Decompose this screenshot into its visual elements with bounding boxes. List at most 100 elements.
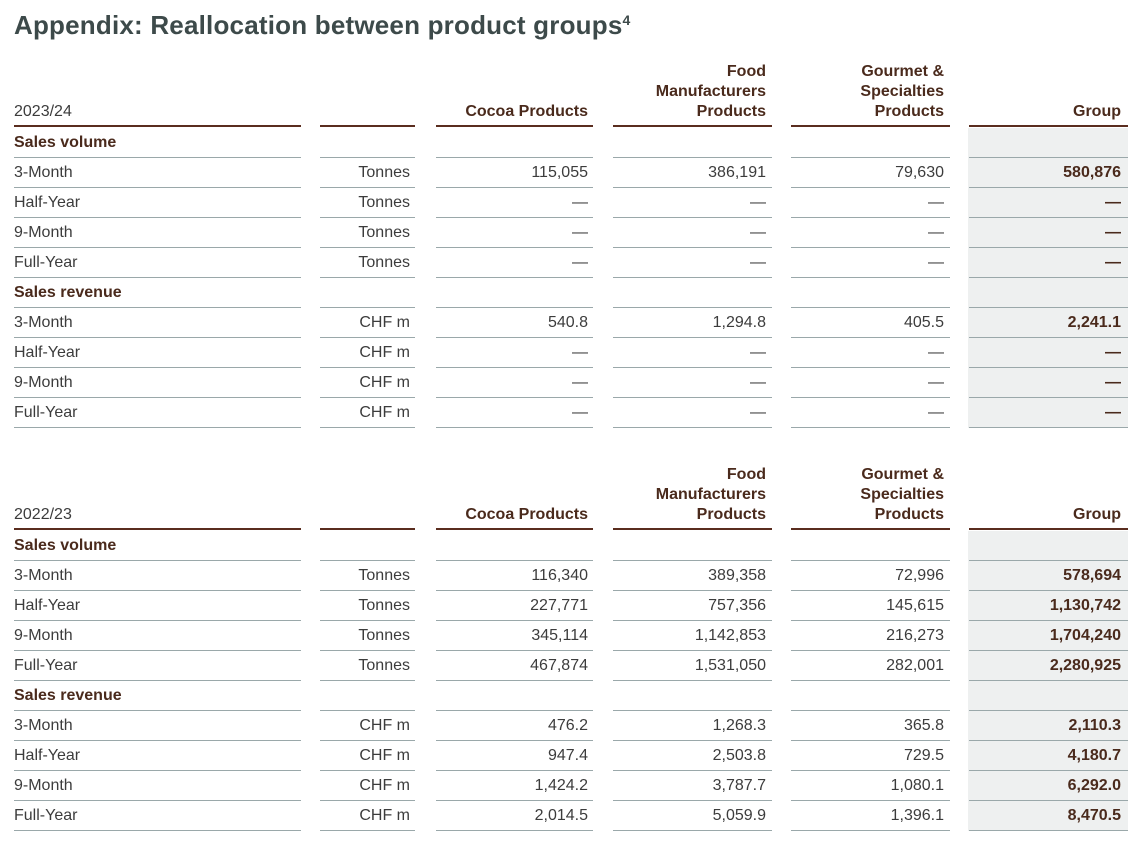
row-label: Full-Year (14, 254, 78, 271)
row-label: Full-Year (14, 657, 78, 674)
unit-cell: Tonnes (358, 567, 410, 584)
row-divider (791, 650, 950, 651)
unit-cell: CHF m (359, 344, 410, 361)
row-divider (791, 397, 950, 398)
row-divider (969, 307, 1128, 308)
row-divider (436, 710, 593, 711)
row-divider (14, 247, 301, 248)
food-value: 1,142,853 (694, 627, 766, 644)
group-value: — (1105, 344, 1121, 361)
row-label: 3-Month (14, 164, 73, 181)
row-divider (969, 427, 1128, 428)
row-divider (613, 710, 772, 711)
row-divider (14, 277, 301, 278)
column-header-gourmet-line3: Products (874, 506, 944, 523)
unit-cell: CHF m (359, 314, 410, 331)
row-divider (436, 620, 593, 621)
row-divider (791, 710, 950, 711)
row-divider (613, 590, 772, 591)
unit-cell: CHF m (359, 747, 410, 764)
cocoa-value: — (572, 404, 588, 421)
gourmet-value: — (928, 224, 944, 241)
cocoa-value: 345,114 (531, 627, 588, 644)
section-header-row: Sales volume (0, 531, 1140, 561)
row-divider (14, 710, 301, 711)
column-header-gourmet-line3: Products (874, 103, 944, 120)
row-divider (791, 277, 950, 278)
header-rule (320, 528, 415, 530)
row-divider (14, 620, 301, 621)
gourmet-value: — (928, 194, 944, 211)
row-divider (320, 680, 415, 681)
header-rule (436, 528, 593, 530)
section-header-row: Sales revenue (0, 681, 1140, 711)
gourmet-value: 216,273 (886, 627, 944, 644)
cocoa-value: — (572, 254, 588, 271)
row-divider (613, 277, 772, 278)
row-divider (969, 187, 1128, 188)
section-header-row: Sales revenue (0, 278, 1140, 308)
header-rule (969, 125, 1128, 127)
row-divider (320, 800, 415, 801)
row-label: Half-Year (14, 747, 81, 764)
row-divider (613, 830, 772, 831)
cocoa-value: 2,014.5 (534, 807, 588, 824)
row-divider (969, 770, 1128, 771)
row-label: Half-Year (14, 597, 81, 614)
row-divider (320, 187, 415, 188)
table-prior-year: 2022/23 Cocoa Products Food Manufacturers Pr… (0, 465, 1140, 835)
row-divider (613, 187, 772, 188)
row-divider (14, 307, 301, 308)
group-value: — (1105, 404, 1121, 421)
row-divider (969, 800, 1128, 801)
row-divider (791, 217, 950, 218)
row-divider (14, 680, 301, 681)
unit-cell: CHF m (359, 374, 410, 391)
cocoa-value: 115,055 (531, 164, 588, 181)
row-divider (320, 620, 415, 621)
row-divider (14, 800, 301, 801)
row-divider (969, 830, 1128, 831)
row-divider (320, 590, 415, 591)
row-divider (791, 620, 950, 621)
gourmet-value: — (928, 404, 944, 421)
unit-cell: CHF m (359, 777, 410, 794)
unit-cell: CHF m (359, 404, 410, 421)
column-header-group: Group (1073, 103, 1121, 120)
row-divider (969, 397, 1128, 398)
table-row: Full-Year CHF m — — — — (0, 398, 1140, 428)
food-value: 2,503.8 (712, 747, 766, 764)
row-divider (320, 770, 415, 771)
table-row: 9-Month CHF m — — — — (0, 368, 1140, 398)
header-rule (791, 528, 950, 530)
row-divider (791, 770, 950, 771)
column-header-food-line1: Food (726, 63, 766, 80)
row-divider (14, 770, 301, 771)
row-label: 3-Month (14, 314, 73, 331)
gourmet-value: — (928, 254, 944, 271)
row-label: 9-Month (14, 374, 73, 391)
group-value: 1,130,742 (1049, 597, 1121, 614)
group-value: 8,470.5 (1067, 807, 1121, 824)
row-divider (791, 367, 950, 368)
group-column-shading (968, 531, 1128, 831)
row-divider (14, 157, 301, 158)
row-divider (436, 337, 593, 338)
column-header-food-line2: Manufacturers (655, 83, 766, 100)
food-value: 757,356 (708, 597, 766, 614)
row-divider (613, 740, 772, 741)
row-divider (969, 337, 1128, 338)
food-value: 1,268.3 (712, 717, 766, 734)
group-value: 580,876 (1063, 164, 1121, 181)
row-divider (969, 710, 1128, 711)
gourmet-value: 79,630 (895, 164, 944, 181)
row-divider (969, 650, 1128, 651)
table-row: Half-Year Tonnes — — — — (0, 188, 1140, 218)
row-label: 9-Month (14, 777, 73, 794)
row-divider (436, 217, 593, 218)
row-divider (320, 277, 415, 278)
column-header-food-line3: Products (696, 506, 766, 523)
gourmet-value: — (928, 374, 944, 391)
cocoa-value: 467,874 (530, 657, 588, 674)
unit-cell: CHF m (359, 807, 410, 824)
